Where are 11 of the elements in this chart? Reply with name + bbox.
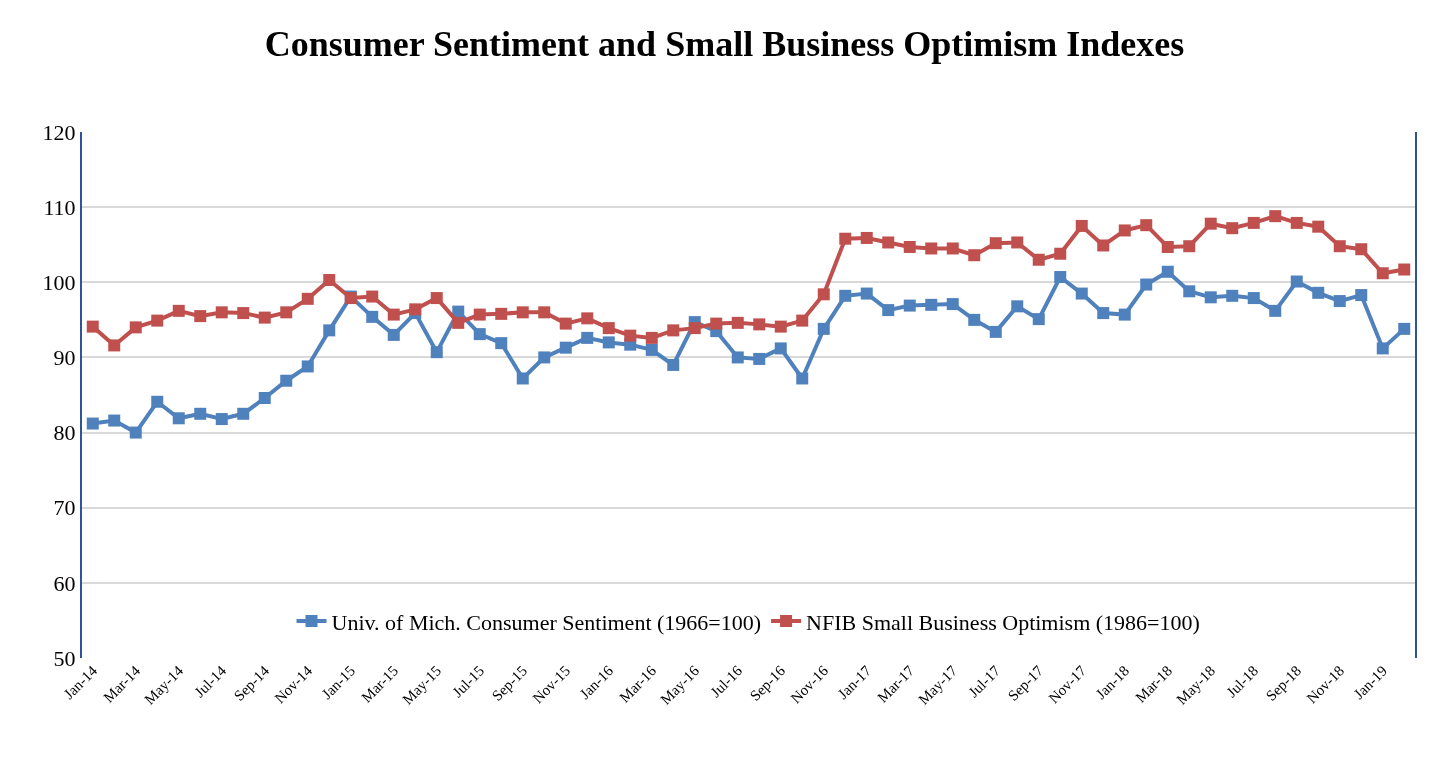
y-tick-label: 60	[53, 570, 76, 596]
legend-label: NFIB Small Business Optimism (1986=100)	[806, 609, 1200, 635]
y-tick-label: 100	[42, 269, 76, 295]
y-tick-label: 50	[53, 645, 76, 671]
y-tick-label: 90	[53, 345, 76, 371]
legend-label: Univ. of Mich. Consumer Sentiment (1966=100)	[331, 609, 762, 635]
chart-title: Consumer Sentiment and Small Business Optimism Indexes	[264, 23, 1185, 64]
y-tick-label: 120	[42, 119, 76, 145]
y-tick-label: 70	[53, 495, 76, 521]
y-tick-label: 80	[53, 420, 76, 446]
y-tick-label: 110	[43, 194, 76, 220]
